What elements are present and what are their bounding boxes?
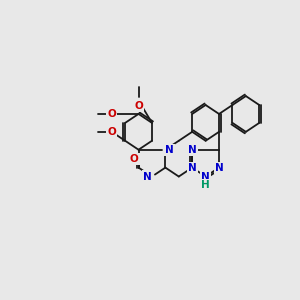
Text: O: O [107,109,116,119]
Text: H: H [201,181,210,190]
Text: O: O [107,127,116,137]
Text: N: N [165,145,174,155]
Text: N: N [201,172,210,182]
Text: N: N [143,172,152,182]
Text: N: N [188,145,197,155]
Text: O: O [134,100,143,110]
Text: N: N [215,163,224,172]
Text: N: N [188,163,197,172]
Text: O: O [130,154,139,164]
